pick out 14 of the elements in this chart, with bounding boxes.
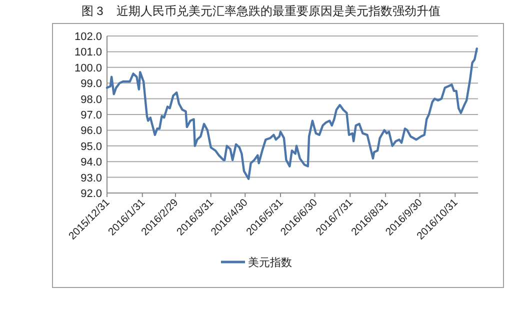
legend-label: 美元指数 [248,256,292,269]
y-tick-label: 98.0 [80,94,102,106]
y-tick-label: 96.0 [80,125,102,138]
y-tick-label: 94.0 [80,156,102,169]
y-tick-label: 97.0 [80,110,102,122]
y-tick-label: 100.0 [74,62,102,74]
y-tick-label: 93.0 [80,172,102,184]
y-tick-label: 102.0 [74,31,102,43]
y-tick-label: 95.0 [80,140,102,153]
y-tick-label: 99.0 [80,78,102,90]
chart-title: 图 3 近期人民币兑美元汇率急跌的最重要原因是美元指数强劲升值 [81,4,441,18]
line-series [106,47,478,180]
y-tick-label: 92.0 [80,188,102,200]
y-tick-label: 101.0 [74,46,102,59]
